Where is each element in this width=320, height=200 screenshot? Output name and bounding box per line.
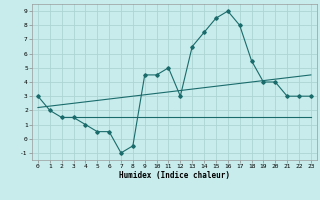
X-axis label: Humidex (Indice chaleur): Humidex (Indice chaleur)	[119, 171, 230, 180]
